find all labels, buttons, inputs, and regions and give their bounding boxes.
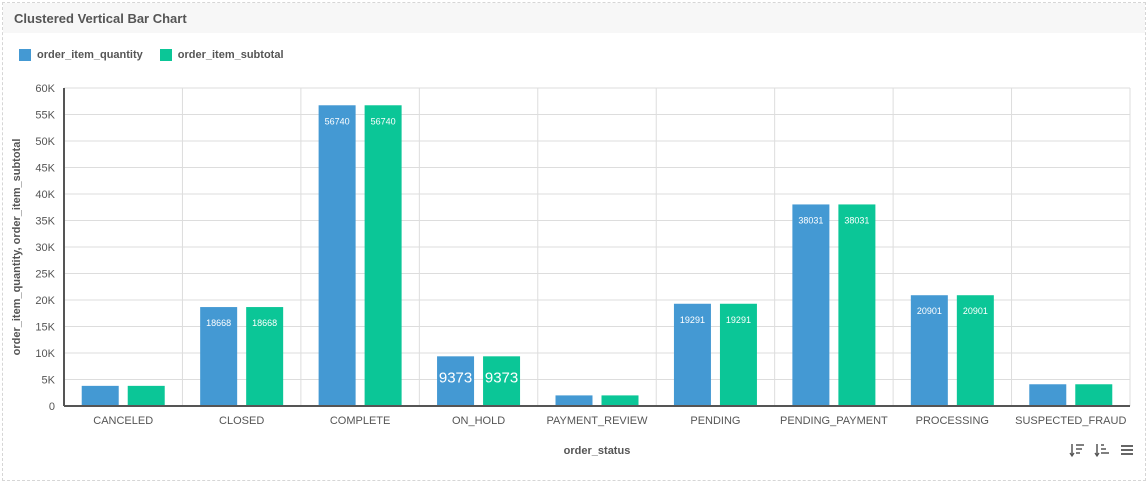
bar-data-label: 18668 (252, 318, 277, 328)
y-tick-label: 0 (49, 401, 55, 413)
bar[interactable] (81, 385, 119, 406)
bar-data-label: 20901 (917, 306, 942, 316)
y-axis-title: order_item_quantity, order_item_subtotal (11, 139, 23, 356)
bar[interactable] (127, 385, 165, 406)
chart-title: Clustered Vertical Bar Chart (14, 11, 187, 26)
bar-data-label: 19291 (680, 315, 705, 325)
x-tick-label: CLOSED (219, 415, 264, 427)
y-tick-label: 35K (35, 216, 55, 228)
bar-data-label: 18668 (206, 318, 231, 328)
y-tick-label: 45K (35, 163, 55, 175)
bar-data-label: 38031 (798, 215, 823, 225)
bar[interactable] (601, 395, 639, 406)
bar[interactable] (483, 356, 521, 406)
legend-label-subtotal: order_item_subtotal (177, 49, 284, 61)
y-tick-label: 10K (35, 348, 55, 360)
bar-data-label: 56740 (325, 116, 350, 126)
y-tick-label: 55K (35, 110, 55, 122)
sort-ascending-icon[interactable] (1094, 442, 1110, 458)
card-header: Clustered Vertical Bar Chart (3, 3, 1145, 33)
bar-data-label: 56740 (371, 116, 396, 126)
bar-data-label: 9373 (439, 369, 472, 386)
bar-data-label: 19291 (726, 315, 751, 325)
bar[interactable] (246, 307, 284, 406)
bar[interactable] (956, 295, 994, 406)
bar-data-label: 38031 (844, 215, 869, 225)
menu-icon[interactable] (1119, 442, 1135, 458)
legend-swatch-subtotal (159, 49, 172, 61)
x-tick-label: CANCELED (93, 415, 153, 427)
bar[interactable] (910, 295, 948, 406)
bar[interactable] (555, 395, 593, 406)
bar-data-label: 20901 (963, 306, 988, 316)
bar[interactable] (673, 303, 711, 406)
bar[interactable] (838, 204, 876, 406)
sort-descending-icon[interactable] (1069, 442, 1085, 458)
y-tick-label: 5K (42, 375, 56, 387)
bar[interactable] (1029, 384, 1067, 406)
x-tick-label: ON_HOLD (452, 415, 505, 427)
bar[interactable] (318, 105, 356, 406)
y-tick-label: 20K (35, 295, 55, 307)
x-tick-label: PENDING (690, 415, 740, 427)
x-tick-label: PROCESSING (916, 415, 989, 427)
bar[interactable] (200, 307, 238, 406)
y-tick-label: 30K (35, 242, 55, 254)
y-tick-label: 25K (35, 269, 55, 281)
legend: order_item_quantity order_item_subtotal (19, 49, 301, 61)
x-axis-title: order_status (564, 445, 631, 457)
x-tick-label: PENDING_PAYMENT (780, 415, 888, 427)
y-tick-label: 50K (35, 136, 55, 148)
legend-label-quantity: order_item_quantity (37, 49, 143, 61)
bar[interactable] (792, 204, 830, 406)
x-tick-label: PAYMENT_REVIEW (546, 415, 648, 427)
legend-swatch-quantity (19, 49, 31, 61)
x-tick-label: COMPLETE (330, 415, 391, 427)
bar[interactable] (437, 356, 475, 406)
legend-item-subtotal[interactable]: order_item_subtotal (159, 49, 284, 61)
x-tick-label: SUSPECTED_FRAUD (1015, 415, 1126, 427)
legend-item-quantity[interactable]: order_item_quantity (19, 49, 143, 61)
chart-toolbar (1069, 442, 1135, 458)
y-tick-label: 15K (35, 322, 55, 334)
bar[interactable] (364, 105, 402, 406)
bar[interactable] (1075, 384, 1113, 406)
bar-data-label: 9373 (485, 369, 518, 386)
bar[interactable] (719, 303, 757, 406)
y-tick-label: 40K (35, 189, 55, 201)
y-tick-label: 60K (35, 83, 55, 95)
